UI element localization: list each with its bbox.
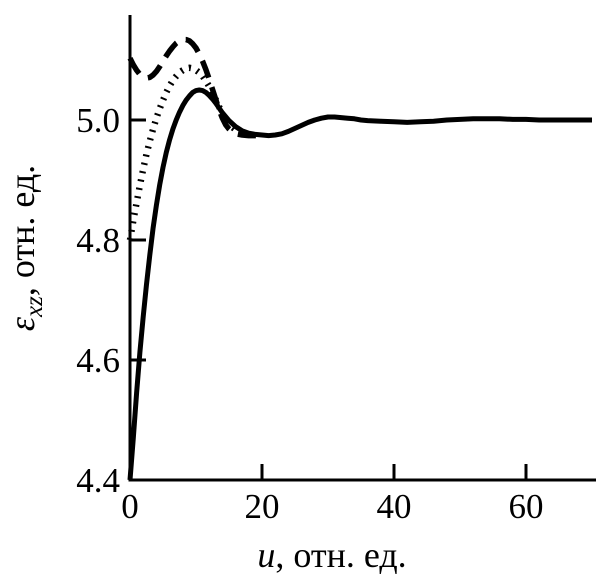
y-axis-units: , отн. ед. (2, 165, 42, 296)
x-tick-label: 20 (245, 487, 280, 526)
x-tick-label: 40 (377, 487, 412, 526)
series-line-solid-curve (127, 87, 592, 481)
y-tick-label: 4.4 (76, 461, 120, 500)
x-tick-label: 60 (509, 487, 544, 526)
plot-layer: 0 20 40 60 4.4 4.6 4.8 5.0 (76, 15, 596, 526)
x-axis-units: , отн. ед. (275, 535, 406, 575)
series-line-dashed-curve (127, 36, 263, 139)
y-axis-title: εxz, отн. ед. (2, 165, 48, 331)
y-tick-label: 4.6 (76, 341, 120, 380)
y-axis-symbol: ε (2, 316, 42, 331)
series-line-dotted-curve (126, 64, 238, 241)
y-tick-label: 5.0 (76, 101, 120, 140)
y-axis-subscript: xz (21, 296, 48, 318)
y-tick-label: 4.8 (76, 221, 120, 260)
x-tick-label: 0 (121, 487, 139, 526)
x-axis-symbol: u (257, 535, 275, 575)
x-axis-title: u, отн. ед. (257, 535, 406, 575)
